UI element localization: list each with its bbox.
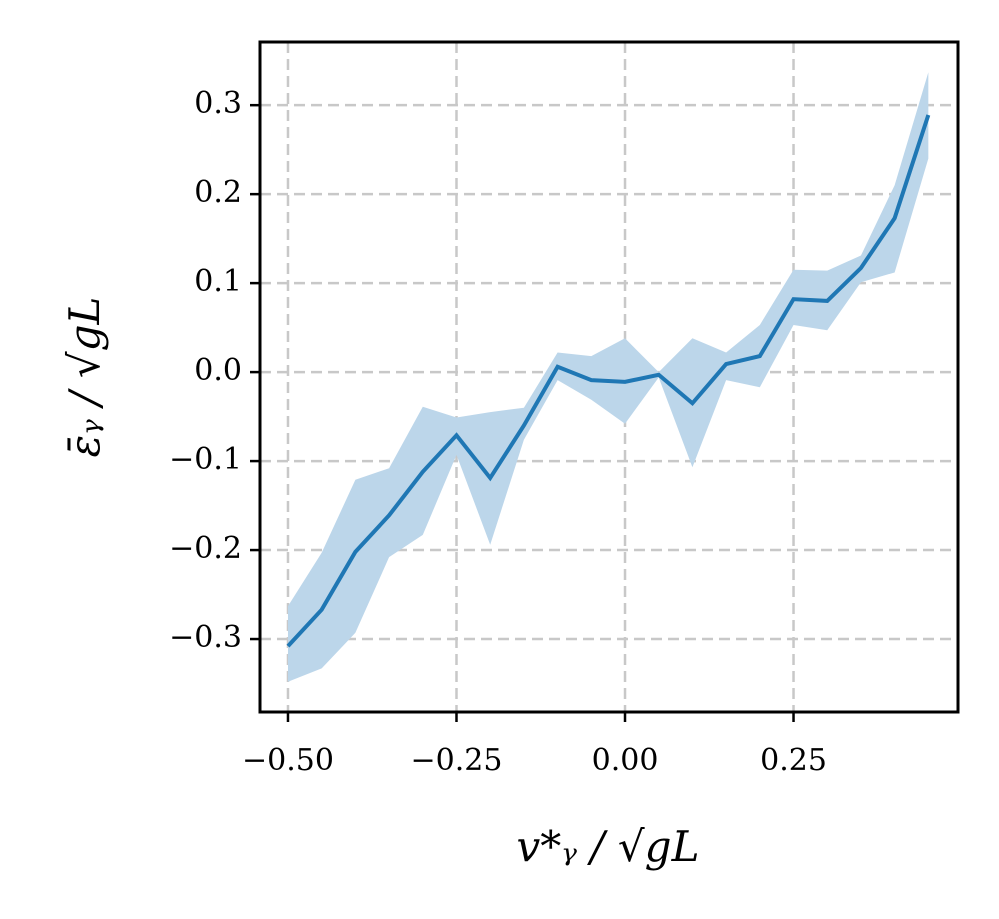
y-tick-label: −0.2 (169, 531, 242, 566)
error-band (287, 72, 929, 682)
y-tick-label: 0.3 (194, 86, 242, 121)
y-tick-label: 0.0 (194, 353, 242, 388)
x-tick-label: 0.00 (592, 743, 659, 778)
y-tick-label: 0.1 (194, 264, 242, 299)
plot-frame (258, 40, 960, 714)
x-tick-label: −0.25 (411, 743, 503, 778)
y-axis-label: ε̄ᵧ / √gL (60, 297, 109, 458)
line (286, 114, 931, 648)
y-tick-label: 0.2 (194, 175, 242, 210)
y-tick-label: −0.1 (169, 442, 242, 477)
x-axis-label: v*ᵧ / √gL (517, 822, 700, 871)
y-tick-label: −0.3 (169, 620, 242, 655)
x-tick-label: −0.50 (242, 743, 334, 778)
x-tick-label: 0.25 (760, 743, 827, 778)
